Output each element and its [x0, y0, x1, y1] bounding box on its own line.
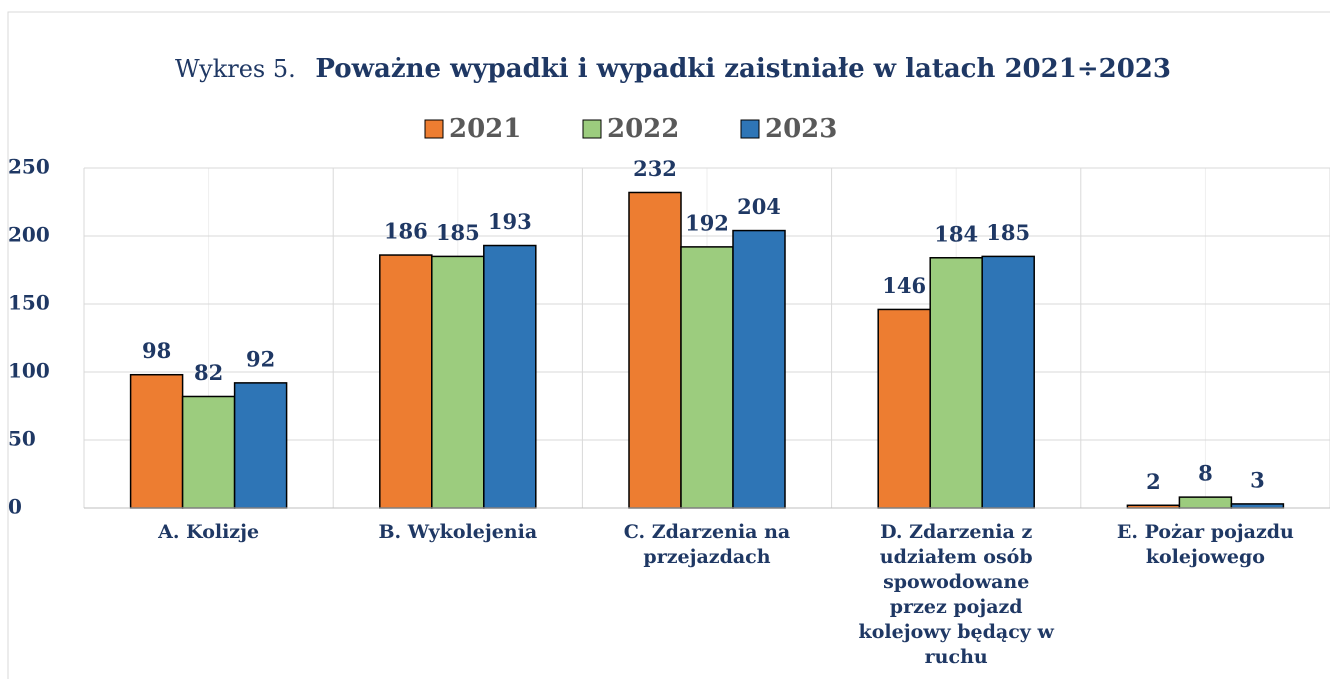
data-label: 193	[488, 209, 532, 234]
bar	[877, 308, 931, 509]
x-tick-label: D. Zdarzenia z udziałem osób spowodowane…	[858, 521, 1054, 668]
bar	[181, 395, 236, 509]
data-label: 98	[142, 338, 171, 363]
data-label: 186	[384, 219, 428, 244]
data-label: 192	[685, 210, 729, 235]
bar	[981, 255, 1035, 509]
data-label: 185	[436, 220, 480, 245]
data-label: 204	[737, 194, 781, 219]
bar	[431, 255, 485, 509]
legend-swatch	[582, 119, 602, 139]
y-tick-label: 150	[8, 291, 50, 315]
legend-swatch	[424, 119, 444, 139]
bar	[628, 191, 682, 509]
data-label: 232	[633, 156, 677, 181]
y-tick-label: 50	[8, 427, 36, 451]
bar	[379, 254, 433, 509]
legend-label: 2021	[449, 114, 521, 144]
y-tick-label: 200	[8, 223, 50, 247]
data-label: 82	[194, 360, 223, 385]
bar	[483, 244, 537, 509]
bar	[929, 257, 983, 509]
legend-label: 2023	[765, 114, 837, 144]
data-label: 2	[1146, 469, 1161, 494]
bar	[680, 246, 734, 509]
x-tick-label: C. Zdarzenia na przejazdach	[623, 521, 791, 568]
y-tick-label: 250	[8, 155, 50, 179]
bar	[1178, 496, 1233, 509]
data-label: 8	[1198, 461, 1213, 486]
legend-swatch	[740, 119, 760, 139]
chart-title: Wykres 5. Poważne wypadki i wypadki zais…	[175, 54, 1171, 84]
title-prefix: Wykres 5.	[175, 55, 296, 83]
x-tick-label: A. Kolizje	[158, 521, 260, 543]
bar	[233, 382, 288, 509]
data-label: 185	[986, 220, 1030, 245]
y-tick-label: 100	[8, 359, 50, 383]
bar	[129, 373, 184, 509]
x-tick-label: B. Wykolejenia	[378, 521, 538, 543]
bar	[1230, 503, 1285, 509]
x-tick-label: E. Pożar pojazdu kolejowego	[1116, 521, 1294, 568]
bar	[732, 229, 786, 509]
legend-label: 2022	[607, 114, 679, 144]
y-tick-label: 0	[8, 495, 22, 519]
data-label: 92	[246, 346, 275, 371]
data-label: 3	[1250, 467, 1265, 492]
data-label: 146	[882, 273, 926, 298]
data-label: 184	[934, 221, 978, 246]
title-main: Poważne wypadki i wypadki zaistniałe w l…	[315, 54, 1171, 84]
